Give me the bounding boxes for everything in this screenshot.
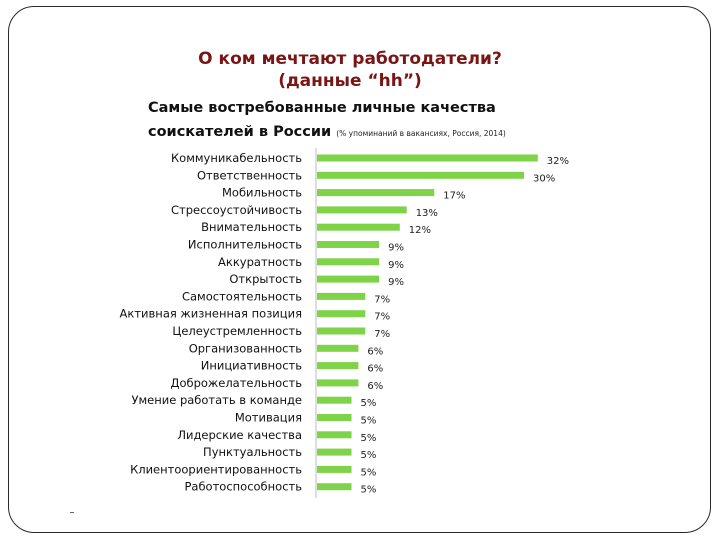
bar	[317, 275, 380, 283]
bar	[317, 171, 524, 179]
data-label: 7%	[374, 294, 390, 305]
chart-subtitle: (% упоминаний в вакансиях, Россия, 2014)	[336, 129, 506, 138]
category-label: Целеустремленность	[172, 324, 302, 338]
bar	[317, 431, 352, 439]
bar	[317, 327, 366, 335]
category-label: Активная жизненная позиция	[120, 307, 302, 321]
data-label: 5%	[361, 450, 377, 461]
chart-title: Самые востребованные личные качества сои…	[148, 96, 608, 146]
bar	[317, 414, 352, 421]
data-label: 6%	[367, 381, 383, 392]
data-label: 9%	[388, 260, 404, 271]
category-label: Клиентоориентированность	[130, 462, 302, 476]
bar	[317, 154, 538, 162]
data-label: 5%	[361, 433, 377, 444]
category-label: Внимательность	[201, 220, 302, 234]
chart-title-line1: Самые востребованные личные качества	[148, 100, 496, 116]
data-label: 32%	[547, 156, 569, 167]
slide-frame	[8, 6, 711, 533]
bar	[317, 379, 359, 387]
category-label: Открытость	[229, 272, 302, 286]
bar	[317, 448, 352, 456]
data-label: 7%	[374, 312, 390, 323]
bar	[317, 310, 366, 318]
bar	[317, 241, 380, 248]
category-label: Лидерские качества	[177, 428, 302, 442]
chart-title-line2: соискателей в России (% упоминаний в вак…	[148, 120, 608, 146]
data-label: 6%	[367, 364, 383, 375]
category-label: Организованность	[189, 341, 303, 355]
data-label: 13%	[416, 208, 438, 219]
data-label: 5%	[361, 398, 377, 409]
category-label: Доброжелательность	[170, 376, 302, 390]
bar	[317, 465, 352, 473]
category-label: Коммуникабельность	[171, 151, 302, 165]
bar	[317, 362, 359, 370]
data-label: 5%	[361, 416, 377, 427]
data-label: 6%	[367, 346, 383, 357]
category-label: Самостоятельность	[182, 289, 302, 303]
category-label: Пунктуальность	[203, 445, 302, 459]
data-label: 7%	[374, 329, 390, 340]
data-label: 12%	[409, 225, 431, 236]
slide-title: О ком мечтают работодатели? (данные “hh”…	[150, 48, 550, 92]
category-label: Мобильность	[222, 186, 302, 200]
bar	[317, 292, 366, 300]
bar	[317, 258, 380, 266]
footer-mark	[70, 512, 74, 513]
category-label: Мотивация	[235, 411, 302, 425]
bar	[317, 396, 352, 404]
slide-title-line1: О ком мечтают работодатели?	[198, 49, 502, 69]
chart-title-line2-text: соискателей в России	[148, 124, 332, 140]
category-label: Стрессоустойчивость	[171, 203, 302, 217]
category-label: Исполнительность	[188, 238, 302, 252]
data-label: 17%	[443, 191, 465, 202]
bar	[317, 223, 400, 231]
category-label: Ответственность	[197, 168, 302, 182]
bar	[317, 483, 352, 491]
data-label: 30%	[533, 173, 555, 184]
data-label: 9%	[388, 243, 404, 254]
bar	[317, 206, 407, 214]
category-label: Инициативность	[201, 359, 302, 373]
category-label: Работоспособность	[184, 480, 302, 494]
category-label: Аккуратность	[218, 255, 302, 269]
data-label: 9%	[388, 277, 404, 288]
bar	[317, 344, 359, 352]
data-label: 5%	[361, 485, 377, 496]
data-label: 5%	[361, 467, 377, 478]
bar	[317, 189, 435, 197]
slide-title-line2: (данные “hh”)	[278, 71, 422, 91]
category-label: Умение работать в команде	[131, 393, 302, 407]
